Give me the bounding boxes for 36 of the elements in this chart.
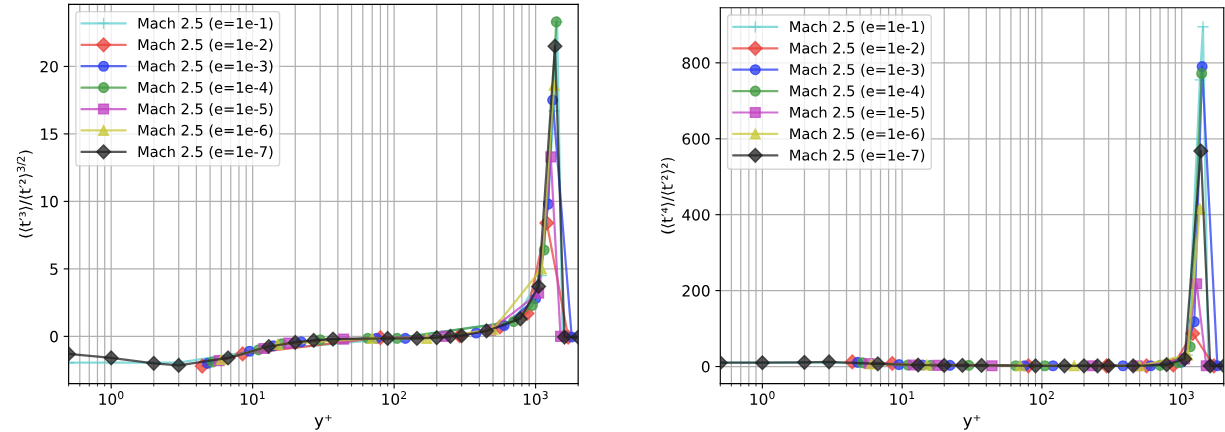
- legend-label: Mach 2.5 (e=1e-3): [790, 63, 925, 77]
- y-axis-title: (⟨t′⁴⟩/⟨t′²⟩²): [661, 157, 675, 234]
- legend-label: Mach 2.5 (e=1e-6): [790, 127, 925, 141]
- legend-label: Mach 2.5 (e=1e-1): [138, 17, 273, 31]
- x-tick-label: 10$^{1}$: [240, 391, 265, 406]
- x-tick-label: 10$^{0}$: [750, 391, 775, 406]
- x-tick-label: 10$^{3}$: [1169, 391, 1194, 406]
- y-tick-label: 5: [50, 263, 58, 275]
- legend-label: Mach 2.5 (e=1e-6): [138, 124, 273, 138]
- y-tick-label: 600: [682, 133, 710, 145]
- x-tick-label: 10$^{2}$: [382, 391, 407, 406]
- y-tick-label: 0: [50, 330, 58, 343]
- legend-label: Mach 2.5 (e=1e-5): [790, 106, 925, 120]
- y-axis-title: (⟨t′³⟩/⟨t′²⟩$^{3/2}$): [16, 150, 33, 238]
- y-tick-label: 200: [682, 285, 710, 297]
- legend-label: Mach 2.5 (e=1e-7): [138, 145, 273, 159]
- y-tick-label: 10: [41, 195, 58, 208]
- legend-label: Mach 2.5 (e=1e-3): [138, 60, 273, 74]
- legend-label: Mach 2.5 (e=1e-5): [138, 103, 273, 117]
- y-tick-label: 15: [41, 128, 58, 140]
- legend-label: Mach 2.5 (e=1e-4): [138, 81, 273, 95]
- y-tick-label: 800: [682, 57, 710, 69]
- y-tick-label: 0: [701, 361, 710, 373]
- x-tick-label: 10$^{0}$: [99, 391, 124, 406]
- x-tick-label: 10$^{1}$: [890, 391, 915, 406]
- y-tick-label: 20: [40, 60, 58, 73]
- y-tick-label: 400: [682, 209, 710, 221]
- x-tick-label: 10$^{2}$: [1030, 391, 1054, 406]
- x-tick-label: 10$^{3}$: [523, 391, 548, 406]
- legend-label: Mach 2.5 (e=1e-1): [790, 20, 925, 34]
- x-axis-title: y⁺: [963, 415, 981, 430]
- legend-label: Mach 2.5 (e=1e-4): [790, 85, 925, 99]
- x-axis-title: y⁺: [314, 415, 332, 430]
- legend-label: Mach 2.5 (e=1e-7): [790, 149, 925, 163]
- legend-label: Mach 2.5 (e=1e-2): [790, 42, 925, 56]
- legend-label: Mach 2.5 (e=1e-2): [138, 38, 273, 52]
